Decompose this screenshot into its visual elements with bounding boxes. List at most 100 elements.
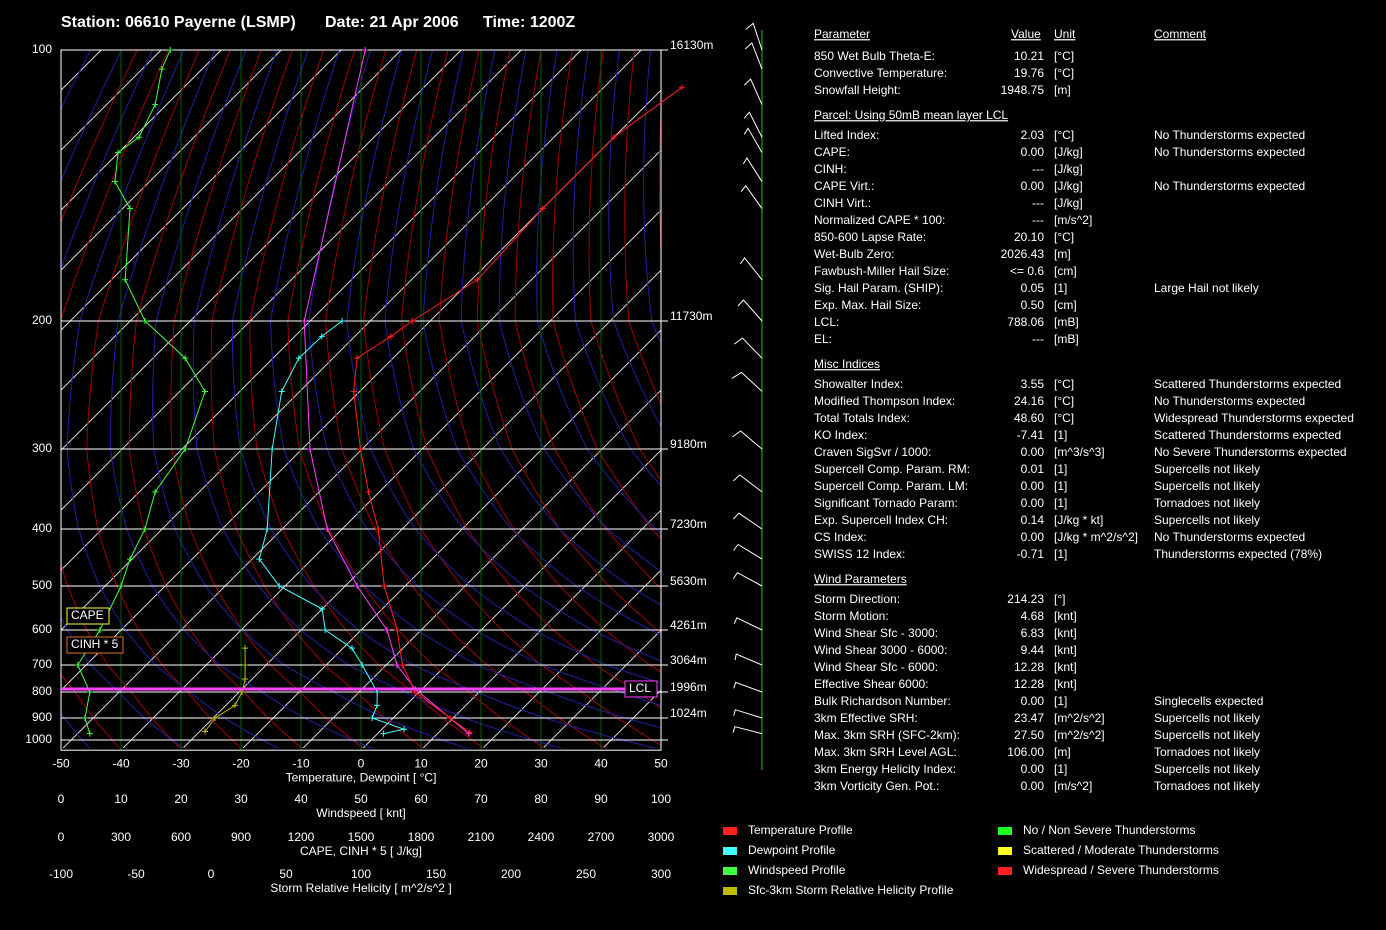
comment: Singlecells expected bbox=[1154, 694, 1263, 708]
y-tick-label: 700 bbox=[32, 657, 52, 671]
profile-point bbox=[82, 715, 88, 721]
value: 0.00 bbox=[1021, 179, 1045, 193]
profile-point bbox=[86, 730, 93, 737]
x3-tick-label: 300 bbox=[111, 830, 131, 844]
profile-point bbox=[182, 446, 189, 452]
profile-point bbox=[466, 729, 473, 736]
value: 0.00 bbox=[1021, 145, 1045, 159]
x4-tick-label: 250 bbox=[576, 867, 596, 881]
annotation: CINH * 5 bbox=[71, 637, 119, 651]
unit: [m] bbox=[1054, 83, 1071, 97]
parameter: Wind Shear 3000 - 6000: bbox=[814, 643, 947, 657]
unit: [knt] bbox=[1054, 677, 1077, 691]
parcel-curve-point bbox=[324, 526, 331, 532]
comment: No Thunderstorms expected bbox=[1154, 530, 1305, 544]
height-label: 1024m bbox=[670, 706, 707, 720]
x-tick-label: -30 bbox=[172, 756, 190, 770]
date: Date: 21 Apr 2006 bbox=[325, 14, 459, 31]
wind-barb bbox=[734, 653, 763, 666]
wind-barb bbox=[733, 337, 763, 359]
parameter: 3km Effective SRH: bbox=[814, 711, 918, 725]
wind-barb bbox=[743, 127, 763, 153]
moist-adiabat bbox=[66, 50, 279, 748]
x2-tick-label: 90 bbox=[594, 792, 608, 806]
unit: [mB] bbox=[1054, 332, 1079, 346]
value: 0.14 bbox=[1021, 513, 1045, 527]
section-title: Misc Indices bbox=[814, 357, 880, 371]
x4-tick-label: 50 bbox=[279, 867, 293, 881]
x-tick-label: -40 bbox=[112, 756, 130, 770]
profile-point bbox=[142, 318, 148, 324]
dry-adiabat bbox=[552, 50, 661, 540]
unit: [cm] bbox=[1054, 264, 1077, 278]
comment: Scattered Thunderstorms expected bbox=[1154, 428, 1341, 442]
parcel-curve-point bbox=[393, 662, 400, 668]
profile-point bbox=[118, 583, 124, 589]
table-header: Unit bbox=[1054, 27, 1076, 41]
x2-tick-label: 30 bbox=[234, 792, 248, 806]
y-tick-label: 400 bbox=[32, 521, 52, 535]
unit: [1] bbox=[1054, 479, 1067, 493]
value: 12.28 bbox=[1014, 660, 1044, 674]
wind-barb bbox=[732, 512, 763, 530]
value: 0.00 bbox=[1021, 479, 1045, 493]
profile-point bbox=[158, 66, 165, 73]
comment: Supercells not likely bbox=[1154, 479, 1260, 493]
dry-adiabat bbox=[400, 50, 661, 709]
height-label: 7230m bbox=[670, 517, 707, 531]
profile-point bbox=[127, 205, 133, 212]
dry-adiabat bbox=[61, 50, 138, 748]
value: 4.68 bbox=[1021, 609, 1045, 623]
profile-point bbox=[380, 730, 387, 737]
profile-point bbox=[127, 556, 133, 563]
legend-label: Scattered / Moderate Thunderstorms bbox=[1023, 843, 1219, 857]
dry-adiabat bbox=[588, 50, 661, 481]
wind-barb bbox=[733, 543, 763, 560]
annotation-box bbox=[624, 680, 658, 698]
profile-point bbox=[167, 47, 174, 53]
comment: Thunderstorms expected (78%) bbox=[1154, 547, 1322, 561]
section-title: Parcel: Using 50mB mean layer LCL bbox=[814, 108, 1008, 122]
x-tick-label: 10 bbox=[414, 756, 428, 770]
profile-point bbox=[369, 715, 376, 721]
profile-point bbox=[381, 583, 388, 589]
comment: Tornadoes not likely bbox=[1154, 496, 1260, 510]
isotherm bbox=[302, 389, 661, 748]
parameter: LCL: bbox=[814, 315, 839, 329]
time: Time: 1200Z bbox=[483, 14, 575, 31]
dry-adiabat bbox=[476, 50, 661, 634]
unit: [°] bbox=[1054, 592, 1065, 606]
x3-tick-label: 3000 bbox=[648, 830, 675, 844]
profile-point bbox=[142, 526, 148, 532]
annotation-box bbox=[66, 636, 124, 654]
parameter: Modified Thompson Index: bbox=[814, 394, 955, 408]
moist-adiabat bbox=[152, 50, 469, 748]
height-label: 1996m bbox=[670, 680, 707, 694]
profile-point bbox=[97, 627, 103, 633]
value: 0.00 bbox=[1021, 694, 1045, 708]
parameter: EL: bbox=[814, 332, 832, 346]
x-tick-label: 20 bbox=[474, 756, 488, 770]
section-title: Wind Parameters bbox=[814, 572, 907, 586]
legend-swatch bbox=[723, 867, 737, 875]
value: 2.03 bbox=[1021, 128, 1045, 142]
height-label: 5630m bbox=[670, 574, 707, 588]
unit: [°C] bbox=[1054, 394, 1074, 408]
unit: [knt] bbox=[1054, 643, 1077, 657]
height-label: 9180m bbox=[670, 437, 707, 451]
x-tick-label: 50 bbox=[654, 756, 668, 770]
unit: [J/kg] bbox=[1054, 145, 1083, 159]
unit: [knt] bbox=[1054, 609, 1077, 623]
profile-point bbox=[152, 101, 159, 108]
x3-tick-label: 2700 bbox=[588, 830, 615, 844]
x2-tick-label: 60 bbox=[414, 792, 428, 806]
profile-point bbox=[678, 84, 685, 91]
x4-tick-label: 0 bbox=[208, 867, 215, 881]
x2-tick-label: 80 bbox=[534, 792, 548, 806]
parameter: Fawbush-Miller Hail Size: bbox=[814, 264, 949, 278]
value: 0.00 bbox=[1021, 762, 1045, 776]
unit: [°C] bbox=[1054, 377, 1074, 391]
dry-adiabat bbox=[514, 50, 661, 590]
moist-adiabat bbox=[536, 50, 661, 534]
wind-barb bbox=[739, 257, 763, 281]
